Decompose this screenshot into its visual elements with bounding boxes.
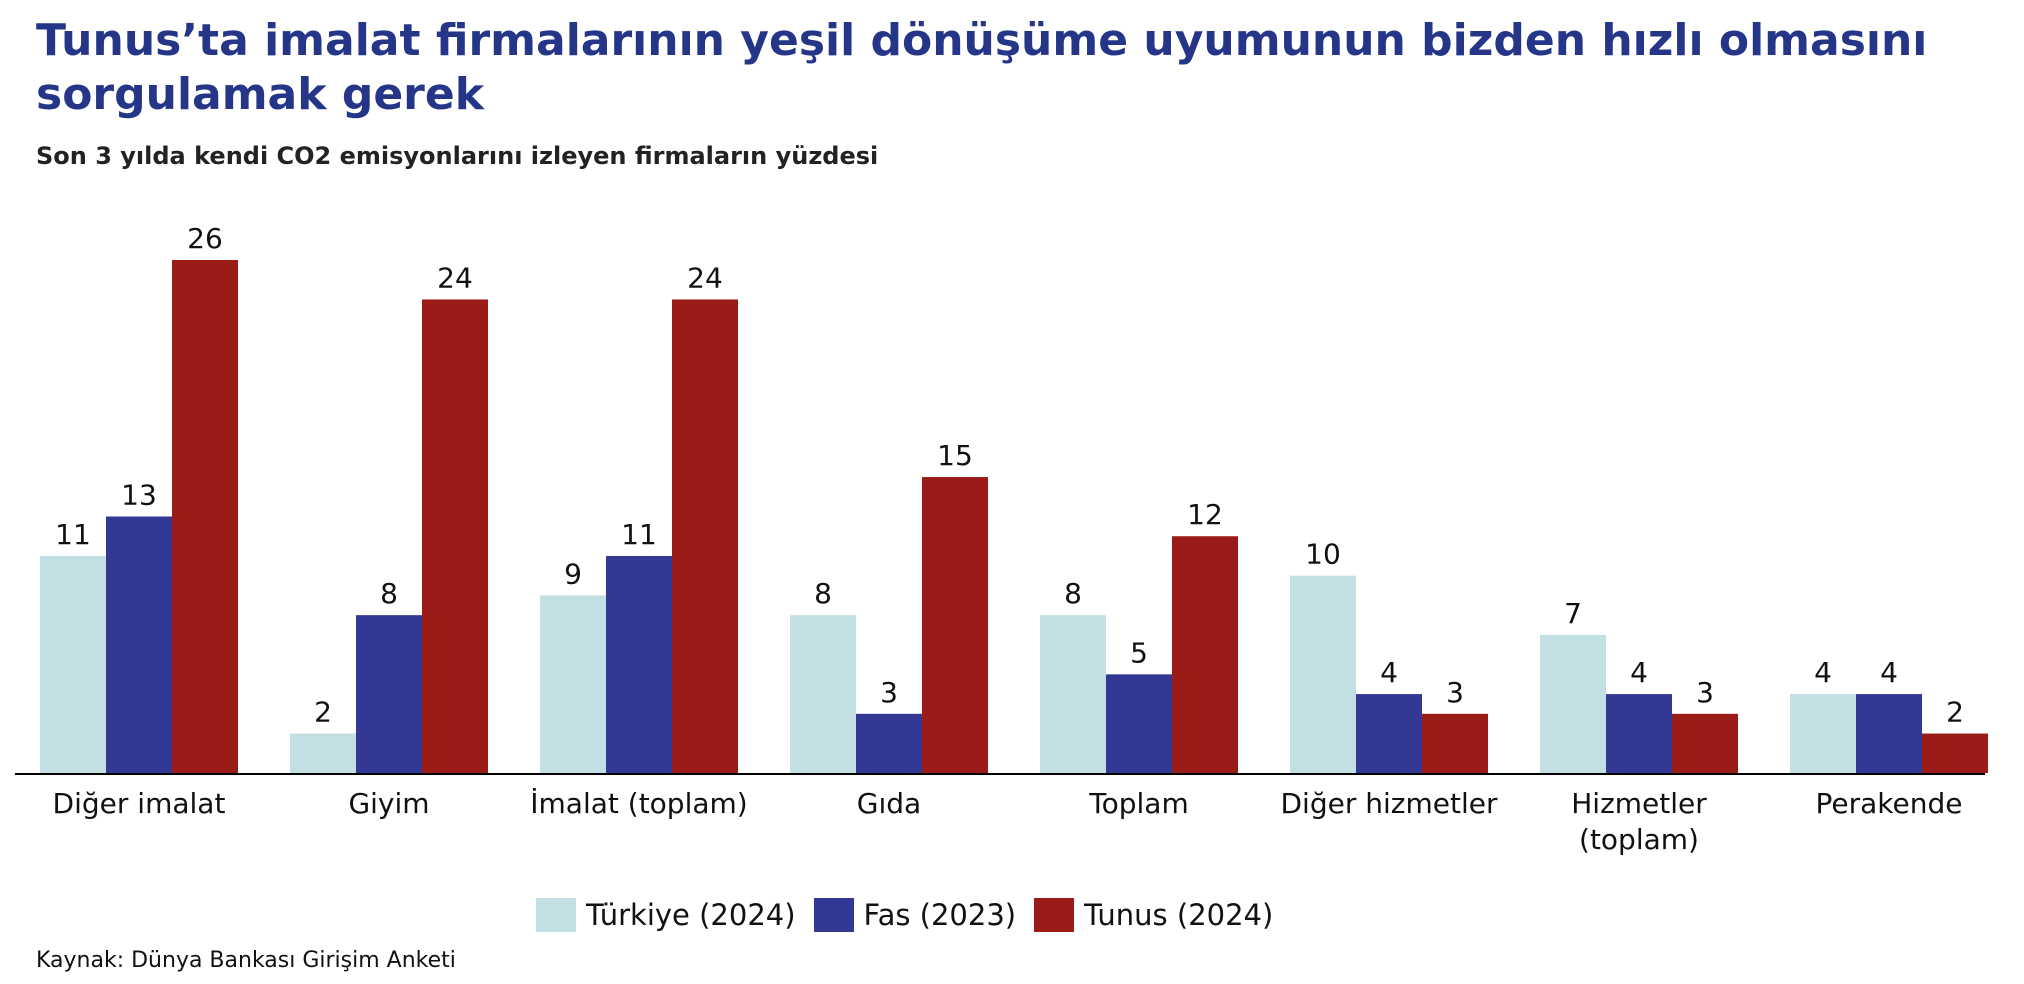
data-label-imalat-toplam-fas-2023: 11 [621,518,657,551]
data-label-diger-imalat-fas-2023: 13 [121,479,157,512]
data-label-gida-tunus-2024: 15 [937,439,973,472]
bar-toplam-tunus-2024 [1172,536,1238,773]
bar-hizmetler-toplam-fas-2023 [1606,694,1672,773]
data-label-diger-hizmetler-tunus-2024: 3 [1446,676,1464,709]
bar-diger-imalat-tunus-2024 [172,260,238,773]
data-label-diger-hizmetler-fas-2023: 4 [1380,656,1398,689]
data-label-gida-turkiye-2024: 8 [814,577,832,610]
category-label-imalat-toplam: İmalat (toplam) [530,787,747,820]
data-label-gida-fas-2023: 3 [880,676,898,709]
data-label-toplam-fas-2023: 5 [1130,636,1148,669]
data-label-toplam-tunus-2024: 12 [1187,498,1223,531]
bar-giyim-turkiye-2024 [290,733,356,773]
category-label-diger-hizmetler: Diğer hizmetler [1281,787,1498,820]
bar-hizmetler-toplam-turkiye-2024 [1540,634,1606,773]
data-label-diger-imalat-turkiye-2024: 11 [55,518,91,551]
legend-label-fas: Fas (2023) [863,898,1017,932]
data-label-giyim-tunus-2024: 24 [437,261,473,294]
bar-imalat-toplam-turkiye-2024 [540,595,606,773]
data-label-giyim-fas-2023: 8 [380,577,398,610]
bar-giyim-tunus-2024 [422,299,488,773]
bar-perakende-fas-2023 [1856,694,1922,773]
category-label-hizmetler-toplam: Hizmetler (toplam) [1571,787,1707,856]
bar-imalat-toplam-tunus-2024 [672,299,738,773]
legend-swatch-tunus [1034,898,1075,932]
legend-swatch-fas [813,898,854,932]
data-label-diger-hizmetler-turkiye-2024: 10 [1305,538,1341,571]
legend-item-fas: Fas (2023) [813,898,1017,932]
bar-diger-hizmetler-tunus-2024 [1422,713,1488,773]
bar-perakende-tunus-2024 [1922,733,1988,773]
data-label-hizmetler-toplam-fas-2023: 4 [1630,656,1648,689]
bar-diger-imalat-turkiye-2024 [40,555,106,773]
data-label-hizmetler-toplam-tunus-2024: 3 [1696,676,1714,709]
chart-title: Tunus’ta imalat firmalarının yeşil dönüş… [36,15,1928,120]
bar-diger-imalat-fas-2023 [106,516,172,773]
data-label-imalat-toplam-tunus-2024: 24 [687,261,723,294]
source-note: Kaynak: Dünya Bankası Girişim Anketi [36,948,456,973]
data-label-perakende-fas-2023: 4 [1880,656,1898,689]
category-label-toplam: Toplam [1088,787,1188,820]
bar-hizmetler-toplam-tunus-2024 [1672,713,1738,773]
data-label-hizmetler-toplam-turkiye-2024: 7 [1564,597,1582,630]
bar-toplam-turkiye-2024 [1040,615,1106,773]
legend-item-turkiye: Türkiye (2024) [536,898,796,932]
category-label-diger-imalat: Diğer imalat [53,787,226,820]
bar-gida-turkiye-2024 [790,615,856,773]
category-label-gida: Gıda [857,787,921,820]
bar-toplam-fas-2023 [1106,674,1172,773]
bar-diger-hizmetler-fas-2023 [1356,694,1422,773]
bar-giyim-fas-2023 [356,615,422,773]
bar-gida-tunus-2024 [922,477,988,773]
data-label-toplam-turkiye-2024: 8 [1064,577,1082,610]
legend-label-tunus: Tunus (2024) [1084,898,1274,932]
category-label-giyim: Giyim [348,787,429,820]
legend: Türkiye (2024) Fas (2023) Tunus (2024) [536,898,1291,932]
data-label-diger-imalat-tunus-2024: 26 [187,222,223,255]
category-label-perakende: Perakende [1816,787,1963,820]
data-label-imalat-toplam-turkiye-2024: 9 [564,557,582,590]
chart-subtitle: Son 3 yılda kendi CO2 emisyonlarını izle… [36,142,879,170]
bar-perakende-turkiye-2024 [1790,694,1856,773]
legend-swatch-turkiye [536,898,576,932]
legend-item-tunus: Tunus (2024) [1034,898,1273,932]
bar-diger-hizmetler-turkiye-2024 [1290,575,1356,773]
legend-label-turkiye: Türkiye (2024) [586,898,796,932]
bar-imalat-toplam-fas-2023 [606,555,672,773]
data-label-giyim-turkiye-2024: 2 [314,696,332,729]
data-label-perakende-tunus-2024: 2 [1946,696,1964,729]
bar-gida-fas-2023 [856,713,922,773]
data-label-perakende-turkiye-2024: 4 [1814,656,1832,689]
